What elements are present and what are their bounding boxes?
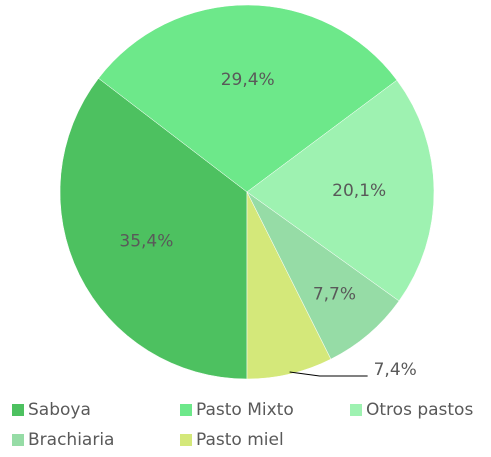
data-label: 35,4%: [119, 232, 173, 252]
data-label: 29,4%: [221, 70, 275, 90]
data-label: 7,7%: [313, 284, 356, 304]
legend-label: Otros pastos: [366, 400, 473, 420]
legend-label: Pasto miel: [196, 430, 284, 450]
data-label: 20,1%: [332, 181, 386, 201]
leader-line: [289, 371, 368, 377]
legend-swatch: [350, 404, 362, 416]
legend-swatch: [180, 404, 192, 416]
pie-slice: [98, 4, 398, 193]
legend-swatch: [12, 404, 24, 416]
legend-label: Pasto Mixto: [196, 400, 294, 420]
data-label: 7,4%: [374, 360, 417, 380]
pie-slice: [59, 77, 248, 380]
legend-swatch: [12, 434, 24, 446]
pie-slice: [246, 191, 332, 380]
pie-slice: [246, 79, 435, 302]
legend-label: Brachiaria: [28, 430, 114, 450]
legend-swatch: [180, 434, 192, 446]
legend-label: Saboya: [28, 400, 91, 420]
